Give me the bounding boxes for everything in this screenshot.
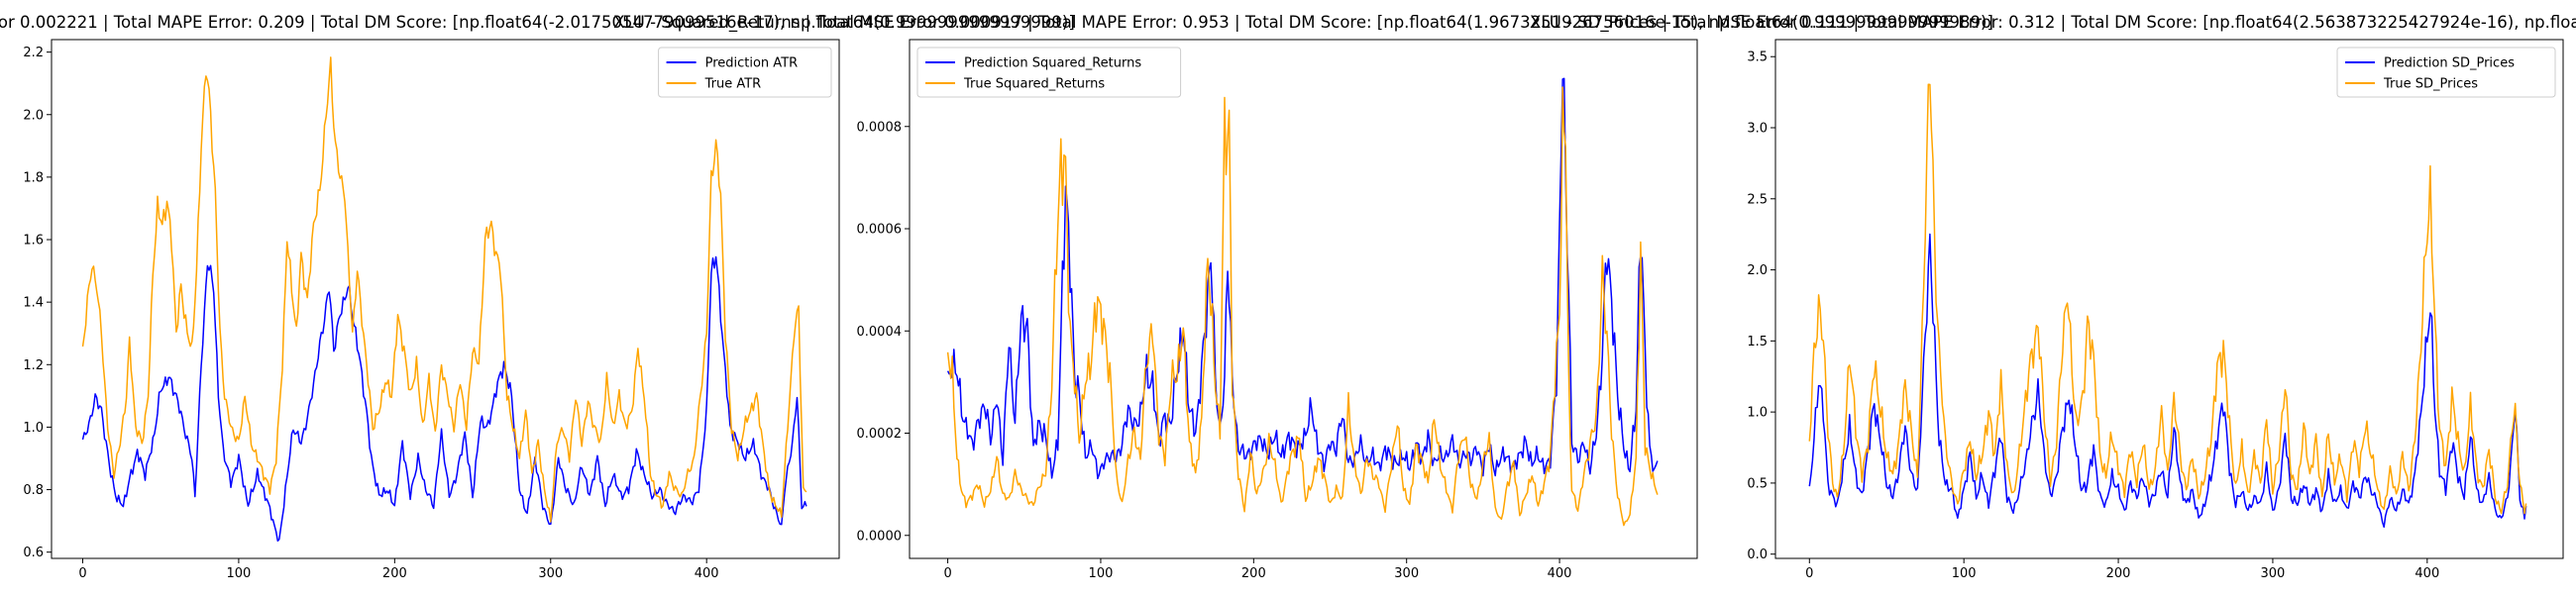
y-tick-label: 3.5	[1747, 50, 1768, 65]
legend-label: Prediction ATR	[705, 56, 799, 71]
y-tick-label: 2.0	[23, 108, 44, 123]
chart-title: XLU - Squared_Returns | Total MSE Error …	[613, 13, 1993, 33]
y-tick-label: 0.0006	[857, 223, 903, 238]
legend-box	[2336, 47, 2556, 98]
y-tick-label: 0.5	[1747, 476, 1768, 491]
legend-label: Prediction SD_Prices	[2384, 56, 2515, 71]
y-tick-label: 1.2	[23, 358, 44, 373]
series-lines	[1808, 83, 2527, 529]
y-tick-label: 3.0	[1747, 122, 1768, 137]
x-tick-label: 0	[943, 566, 951, 581]
y-tick-label: 1.0	[23, 421, 44, 436]
plot-frame	[51, 39, 840, 559]
x-tick-label: 400	[1548, 566, 1572, 581]
series-line-true	[946, 86, 1659, 527]
x-tick-label: 300	[2261, 566, 2286, 581]
series-line-true	[81, 56, 807, 523]
y-tick-label: 0.0000	[857, 529, 903, 544]
legend: Prediction Squared_Returns True Squared_R…	[916, 47, 1182, 98]
x-tick-label: 400	[2415, 566, 2439, 581]
y-tick-label: 1.5	[1747, 335, 1768, 349]
x-tick-label: 200	[382, 566, 407, 581]
y-tick-label: 2.0	[1747, 263, 1768, 278]
legend: Prediction SD_Prices True SD_Prices	[2336, 47, 2556, 98]
y-tick-label: 0.8	[23, 483, 44, 498]
series-line-prediction	[1808, 233, 2527, 529]
legend-box	[658, 47, 832, 98]
y-tick-label: 0.0008	[857, 120, 903, 135]
series-line-prediction	[81, 255, 807, 543]
series-line-true	[1808, 83, 2527, 515]
y-tick-label: 1.8	[23, 170, 44, 185]
chart-panel-2: 0 100 200 300 400 0.0000 0.0002 0.0004 0.0006 0.0…	[613, 13, 1993, 581]
plot-frame	[909, 39, 1698, 559]
y-tick-label: 2.5	[1747, 192, 1768, 207]
y-tick-label: 0.0004	[857, 325, 903, 340]
y-tick-label: 1.4	[23, 296, 44, 311]
chart-panel-3: 0 100 200 300 400 0.0 0.5 1.0 1.5 2.0 2.5 3.0 3.5 XLU…	[1530, 13, 2576, 581]
series-lines	[946, 77, 1659, 527]
y-tick-label: 0.0002	[857, 427, 903, 442]
series-lines	[81, 56, 807, 543]
legend-label: Prediction Squared_Returns	[964, 56, 1141, 71]
plot-frame	[1774, 39, 2564, 559]
x-tick-label: 200	[2106, 566, 2131, 581]
chart-title: XLU - SD_Prices | Total MSE Error 0.111 …	[1530, 13, 2576, 33]
x-tick-label: 100	[1089, 566, 1114, 581]
legend: Prediction ATR True ATR	[658, 47, 832, 98]
legend-label: True Squared_Returns	[963, 77, 1105, 92]
x-tick-label: 0	[78, 566, 86, 581]
y-tick-label: 1.6	[23, 234, 44, 249]
x-tick-label: 0	[1805, 566, 1813, 581]
y-tick-label: 2.2	[23, 46, 44, 60]
y-tick-label: 0.6	[23, 546, 44, 560]
legend-box	[916, 47, 1182, 98]
chart-panel-1: 0 100 200 300 400 0.6 0.8 1.0 1.2 1.4 1.6 1.8 2.0 2.2…	[0, 13, 1075, 581]
x-tick-label: 100	[226, 566, 251, 581]
y-tick-label: 0.0	[1747, 548, 1768, 562]
x-tick-label: 300	[538, 566, 563, 581]
legend-label: True ATR	[704, 77, 762, 92]
legend-label: True SD_Prices	[2383, 77, 2478, 92]
x-tick-label: 400	[695, 566, 719, 581]
x-tick-label: 300	[1394, 566, 1419, 581]
y-tick-label: 1.0	[1747, 406, 1768, 421]
x-tick-label: 200	[1241, 566, 1266, 581]
chart-title: U - ATR | Total MSE Error 0.002221 | Tot…	[0, 13, 1075, 32]
x-tick-label: 100	[1952, 566, 1977, 581]
